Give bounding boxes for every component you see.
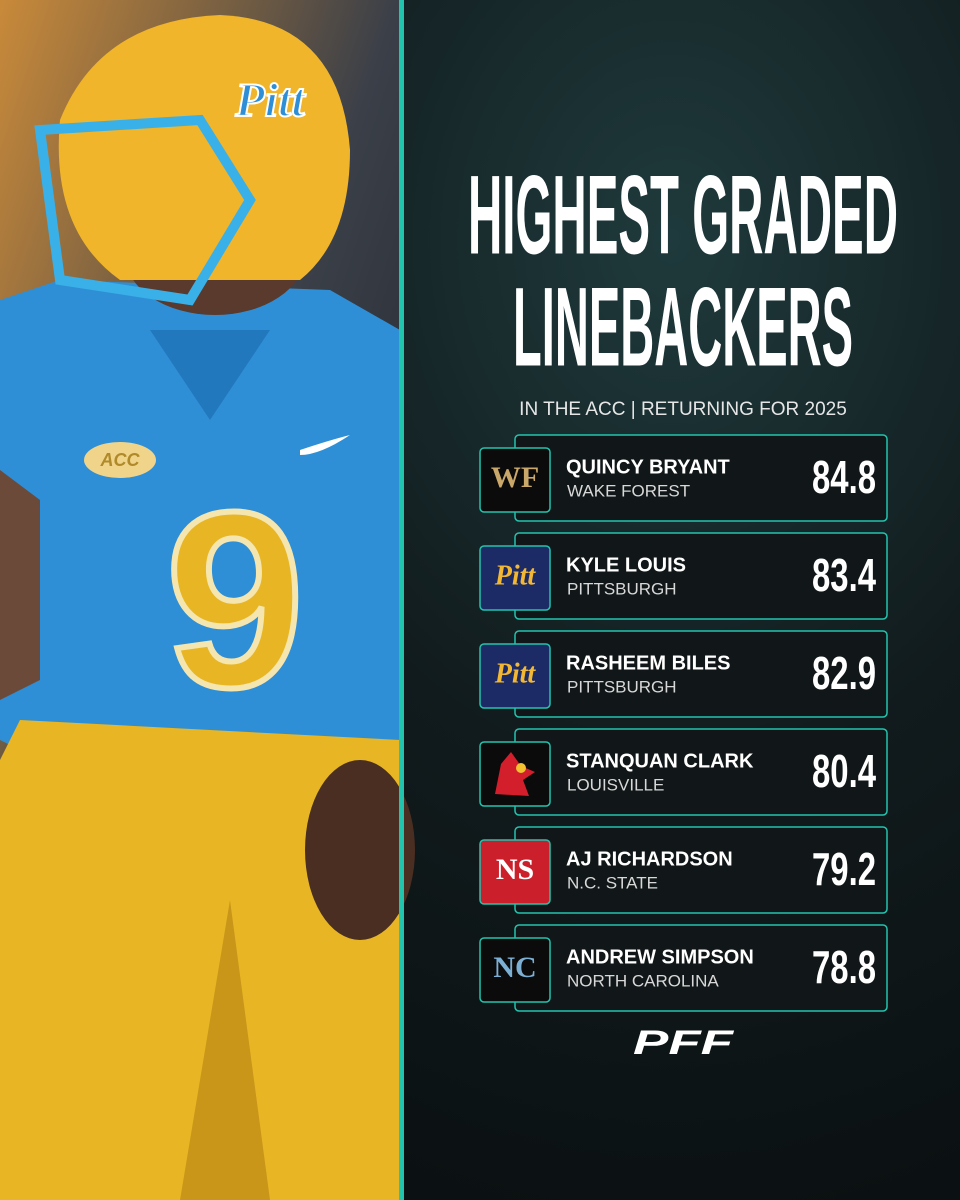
team-logo-text: NC [493, 951, 536, 984]
player-grade: 79.2 [812, 843, 876, 895]
player-row: STANQUAN CLARK LOUISVILLE 80.4 [479, 728, 888, 816]
title-line: HIGHEST GRADED [468, 153, 898, 278]
player-name: AJ RICHARDSON [566, 848, 733, 870]
helmet-text: Pitt [234, 74, 306, 127]
team-logo-eye [516, 763, 526, 773]
player-name: QUINCY BRYANT [566, 456, 730, 478]
jersey-number: 9 [165, 460, 304, 739]
logo-box [479, 643, 551, 709]
team-logo-text: Pitt [494, 560, 537, 591]
player-row: WF QUINCY BRYANT WAKE FOREST 84.8 [479, 434, 888, 522]
player-grade: 83.4 [812, 549, 876, 601]
player-name: RASHEEM BILES [566, 652, 730, 674]
team-logo-text: Pitt [494, 658, 537, 689]
logo-box [479, 447, 551, 513]
player-name: ANDREW SIMPSON [566, 946, 754, 968]
divider [399, 0, 404, 1200]
logo-box [479, 839, 551, 905]
team-logo-text: WF [491, 461, 539, 494]
brand-logo: PFF [633, 1024, 735, 1062]
player-team: NORTH CAROLINA [567, 971, 719, 990]
logo-box [479, 937, 551, 1003]
player-row: NC ANDREW SIMPSON NORTH CAROLINA 78.8 [479, 924, 888, 1012]
player-name: STANQUAN CLARK [566, 750, 754, 772]
player-name: KYLE LOUIS [566, 554, 686, 576]
player-row: Pitt RASHEEM BILES PITTSBURGH 82.9 [479, 630, 888, 718]
team-logo-text: NS [496, 853, 534, 886]
player-team: WAKE FOREST [567, 481, 690, 500]
player-team: PITTSBURGH [567, 677, 677, 696]
player-grade: 78.8 [812, 941, 876, 993]
logo-box [479, 545, 551, 611]
player-grade: 84.8 [812, 451, 876, 503]
player-grade: 80.4 [812, 745, 876, 797]
patch-text: ACC [100, 450, 141, 470]
player-team: LOUISVILLE [567, 775, 664, 794]
subtitle: IN THE ACC | RETURNING FOR 2025 [519, 399, 847, 420]
title-line: LINEBACKERS [513, 265, 853, 390]
player-team: PITTSBURGH [567, 579, 677, 598]
team-logo [495, 752, 535, 796]
player-photo: Pitt ACC 9 [0, 0, 415, 1200]
player-row: Pitt KYLE LOUIS PITTSBURGH 83.4 [479, 532, 888, 620]
player-row: NS AJ RICHARDSON N.C. STATE 79.2 [479, 826, 888, 914]
player-grade: 82.9 [812, 647, 876, 699]
player-team: N.C. STATE [567, 873, 658, 892]
